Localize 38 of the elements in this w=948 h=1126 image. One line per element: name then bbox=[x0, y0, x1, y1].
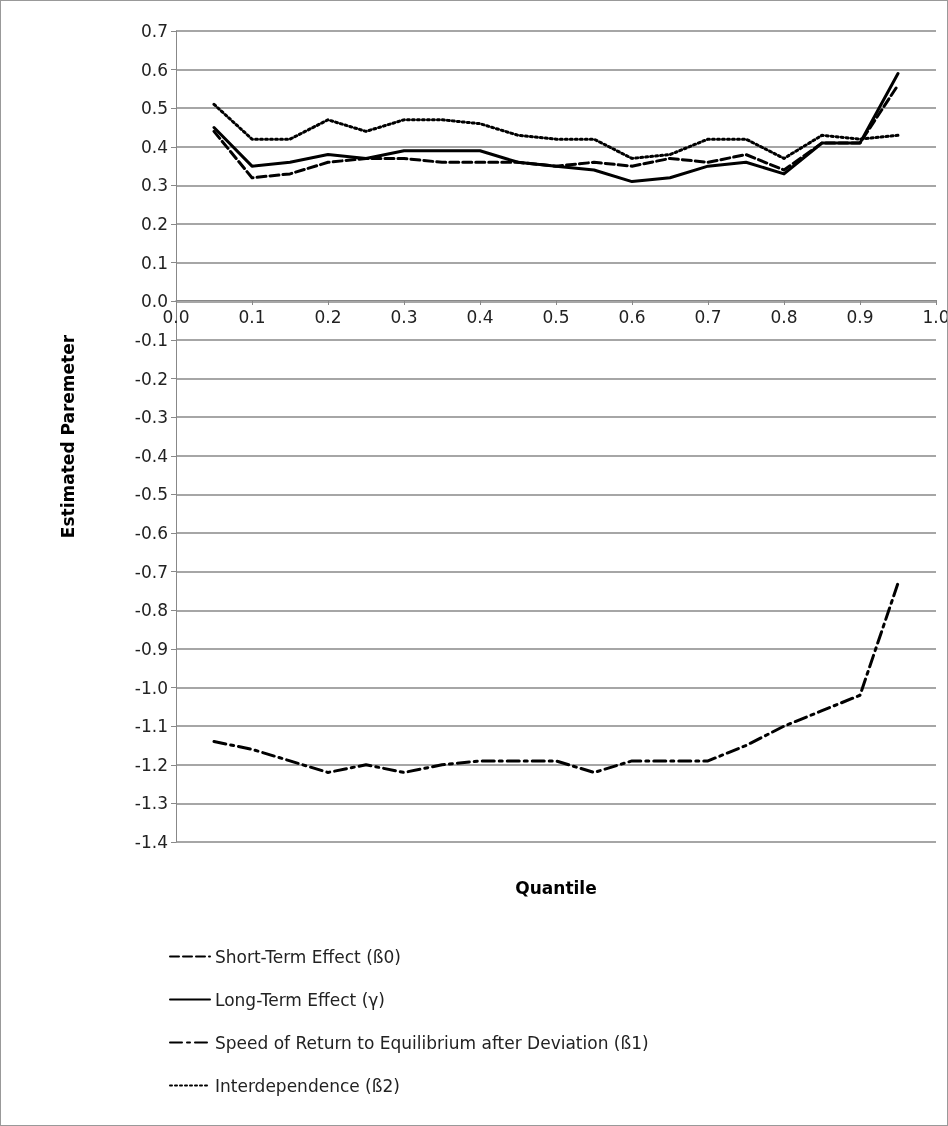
x-tick-label: 0.5 bbox=[542, 306, 570, 327]
y-tick-label: 0.7 bbox=[140, 21, 168, 41]
line-series bbox=[212, 581, 900, 774]
legend-label: Short-Term Effect (ß0) bbox=[215, 946, 401, 967]
y-tick-label: -1.2 bbox=[134, 754, 168, 775]
y-tick-label: 0.6 bbox=[140, 59, 168, 80]
y-tick-label: -0.8 bbox=[134, 600, 168, 621]
y-tick-label: -0.9 bbox=[134, 638, 168, 659]
y-tick-label: -0.6 bbox=[134, 523, 168, 544]
x-axis-title: Quantile bbox=[515, 878, 597, 898]
y-tick-label: 0.1 bbox=[140, 252, 168, 273]
y-tick-label: -1.3 bbox=[134, 793, 168, 814]
y-axis-title: Estimated Paremeter bbox=[57, 334, 78, 539]
y-tick-label: -1.0 bbox=[134, 677, 168, 698]
y-tick-label: 0.4 bbox=[140, 136, 168, 157]
legend-label: Long-Term Effect (γ) bbox=[215, 989, 385, 1010]
y-tick-label: 0.2 bbox=[140, 214, 168, 235]
y-tick-label: -0.7 bbox=[134, 561, 168, 582]
x-tick-label: 0.0 bbox=[162, 306, 190, 327]
y-tick-label: 0.5 bbox=[140, 98, 168, 119]
x-tick-label: 0.9 bbox=[846, 306, 874, 327]
x-tick-label: 0.7 bbox=[694, 306, 722, 327]
x-tick-label: 0.4 bbox=[466, 306, 494, 327]
y-tick-label: -0.1 bbox=[134, 329, 168, 350]
y-tick-label: -0.5 bbox=[134, 484, 168, 505]
y-tick-label: -0.3 bbox=[134, 407, 168, 428]
y-tick-label: -1.1 bbox=[134, 716, 168, 737]
x-tick-label: 0.8 bbox=[770, 306, 798, 327]
x-tick-label: 0.3 bbox=[390, 306, 418, 327]
y-tick-label: -0.4 bbox=[134, 445, 168, 466]
x-tick-label: 0.1 bbox=[238, 306, 266, 327]
y-tick-label: 0.3 bbox=[140, 175, 168, 196]
y-tick-label: -0.2 bbox=[134, 368, 168, 389]
legend-label: Speed of Return to Equilibrium after Deviation (ß1) bbox=[215, 1032, 649, 1053]
legend-label: Interdependence (ß2) bbox=[215, 1075, 400, 1096]
y-tick-label: -1.4 bbox=[134, 832, 168, 852]
x-tick-label: 0.6 bbox=[618, 306, 646, 327]
x-tick-label: 0.2 bbox=[314, 306, 342, 327]
